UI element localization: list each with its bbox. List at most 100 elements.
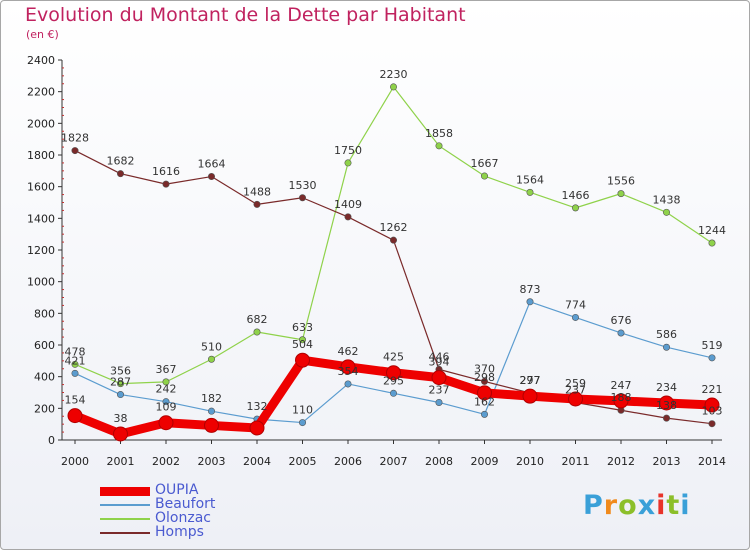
legend-swatch-olonzac [100, 518, 150, 520]
data-point-olonzac [208, 355, 216, 363]
data-point-oupia [340, 359, 356, 375]
data-label-olonzac: 1556 [607, 175, 635, 188]
data-label-oupia: 221 [702, 383, 723, 396]
data-label-oupia: 234 [656, 381, 677, 394]
proxiti-logo: Proxiti [583, 490, 691, 521]
data-point-beaufort [435, 398, 443, 406]
logo-letter: r [603, 490, 619, 521]
data-point-beaufort [708, 354, 716, 362]
data-point-beaufort [389, 389, 397, 397]
x-tick-label: 2005 [289, 455, 317, 468]
data-point-beaufort [617, 329, 625, 337]
data-point-oupia [113, 426, 128, 442]
data-point-homps [253, 200, 261, 208]
y-tick-label: 1600 [27, 181, 55, 194]
x-tick-label: 2006 [334, 455, 362, 468]
y-tick-label: 1800 [27, 149, 55, 162]
data-label-homps: 1488 [243, 185, 271, 198]
data-label-olonzac: 682 [247, 313, 268, 326]
data-label-olonzac: 1244 [698, 224, 726, 237]
x-tick-label: 2014 [698, 455, 726, 468]
data-point-oupia [249, 420, 265, 436]
logo-letter: i [656, 490, 667, 521]
data-label-beaufort: 676 [611, 314, 632, 327]
data-label-homps: 1262 [380, 221, 408, 234]
y-tick-label: 600 [34, 339, 55, 352]
logo-letter: i [680, 490, 691, 521]
data-point-homps [208, 173, 216, 181]
data-point-beaufort [662, 343, 670, 351]
legend-swatch-oupia [100, 487, 150, 496]
data-point-oupia [204, 417, 219, 433]
x-tick-label: 2000 [61, 455, 89, 468]
y-tick-label: 800 [34, 307, 55, 320]
y-tick-label: 0 [48, 434, 55, 447]
data-label-beaufort: 519 [702, 339, 723, 352]
data-point-homps [389, 236, 397, 244]
data-point-olonzac [389, 83, 397, 91]
data-point-beaufort [344, 380, 352, 388]
data-point-homps [344, 213, 352, 221]
data-point-beaufort [71, 369, 79, 377]
data-point-beaufort [117, 391, 125, 399]
x-tick-label: 2013 [653, 455, 681, 468]
data-label-beaufort: 182 [201, 392, 222, 405]
data-label-homps: 370 [474, 362, 495, 375]
data-label-homps: 103 [702, 405, 723, 418]
data-point-oupia [522, 388, 538, 404]
data-label-homps: 1828 [61, 132, 89, 145]
data-label-beaufort: 162 [474, 395, 495, 408]
legend-label-beaufort: Beaufort [155, 496, 216, 512]
data-label-beaufort: 354 [338, 365, 359, 378]
x-tick-label: 2004 [243, 455, 271, 468]
data-label-homps: 1682 [107, 155, 135, 168]
data-label-olonzac: 478 [65, 345, 86, 358]
data-label-olonzac: 1564 [516, 173, 544, 186]
data-point-olonzac [298, 336, 306, 344]
data-label-homps: 188 [611, 391, 632, 404]
data-point-olonzac [480, 172, 488, 180]
data-label-beaufort: 242 [156, 383, 177, 396]
data-label-oupia: 504 [292, 338, 313, 351]
data-point-beaufort [208, 407, 216, 415]
data-point-oupia [386, 365, 401, 381]
data-label-oupia: 462 [338, 345, 359, 358]
data-point-oupia [477, 385, 492, 401]
data-label-oupia: 109 [156, 401, 177, 414]
data-label-oupia: 247 [611, 379, 632, 392]
data-label-olonzac: 367 [156, 363, 177, 376]
x-tick-label: 2010 [516, 455, 544, 468]
data-label-oupia: 154 [65, 394, 86, 407]
data-label-beaufort: 295 [383, 374, 404, 387]
data-point-homps [480, 377, 488, 385]
data-label-homps: 446 [429, 350, 450, 363]
data-point-oupia [158, 415, 174, 431]
data-point-homps [162, 180, 170, 188]
data-point-olonzac [662, 208, 670, 216]
data-label-homps: 1616 [152, 165, 180, 178]
data-label-oupia: 259 [565, 377, 586, 390]
data-label-homps: 237 [565, 383, 586, 396]
data-point-homps [71, 147, 79, 155]
data-point-beaufort [571, 313, 579, 321]
data-point-olonzac [617, 190, 625, 198]
data-point-oupia [431, 370, 447, 386]
y-tick-label: 1000 [27, 276, 55, 289]
data-point-oupia [295, 352, 310, 368]
data-label-olonzac: 633 [292, 321, 313, 334]
data-point-homps [708, 420, 716, 428]
data-point-olonzac [162, 378, 170, 386]
data-label-beaufort: 421 [65, 354, 86, 367]
x-tick-label: 2007 [380, 455, 408, 468]
data-label-oupia: 425 [383, 351, 404, 364]
chart-subtitle: (en €) [26, 28, 59, 41]
data-label-olonzac: 2230 [380, 68, 408, 81]
logo-letter: P [583, 490, 604, 521]
data-point-oupia [704, 397, 720, 413]
logo-letter: t [666, 490, 681, 521]
y-tick-label: 1200 [27, 244, 55, 257]
data-point-beaufort [162, 398, 170, 406]
data-label-beaufort: 132 [247, 400, 268, 413]
data-label-beaufort: 110 [292, 404, 313, 417]
